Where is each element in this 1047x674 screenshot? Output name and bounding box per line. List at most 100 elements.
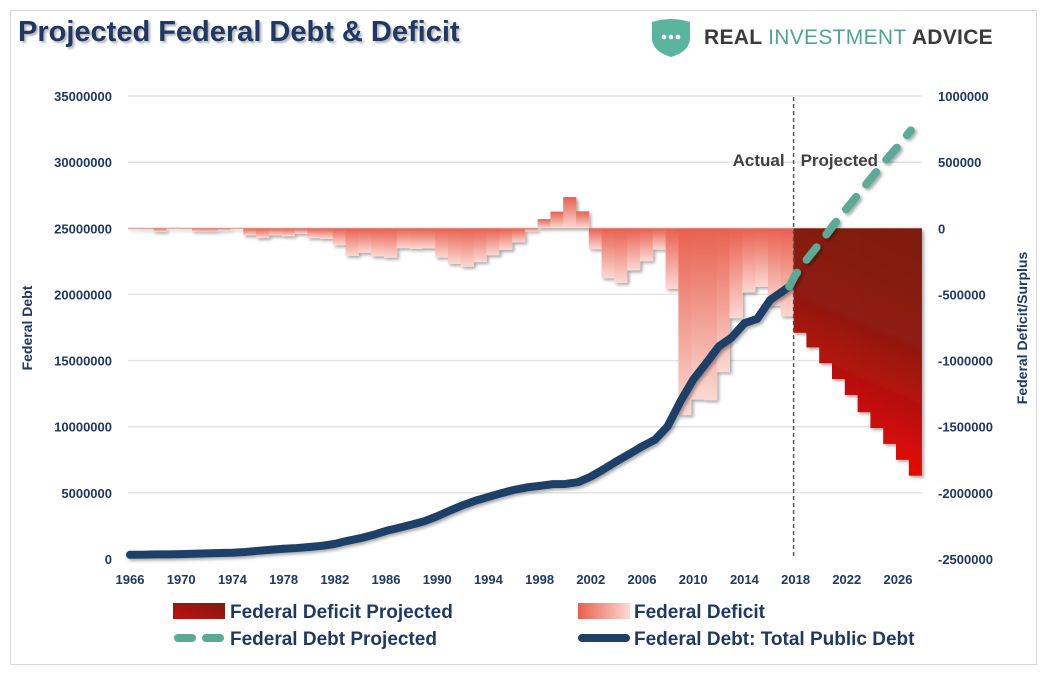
- deficit-bar: [473, 228, 487, 263]
- deficit-bar: [742, 228, 756, 293]
- x-tick-label: 1986: [372, 572, 401, 587]
- right-axis-title: Federal Deficit/Surplus: [1014, 252, 1030, 405]
- x-tick-label: 2026: [884, 572, 913, 587]
- axis-ticks: 0500000010000000150000002000000025000000…: [54, 89, 993, 587]
- left-tick-label: 35000000: [54, 89, 112, 104]
- left-tick-label: 20000000: [54, 287, 112, 302]
- deficit-bar: [640, 228, 654, 262]
- deficit-bar: [332, 228, 346, 246]
- right-tick-label: 1000000: [938, 89, 989, 104]
- deficit-bar: [140, 228, 154, 230]
- logo: REAL INVESTMENT ADVICE: [650, 18, 993, 58]
- x-tick-label: 2010: [679, 572, 708, 587]
- deficit-bar: [307, 228, 321, 239]
- deficit-bar: [179, 228, 193, 230]
- deficit-bar: [230, 228, 244, 230]
- legend-label-debt: Federal Debt: Total Public Debt: [634, 629, 915, 650]
- deficit-projected-bar: [832, 228, 846, 380]
- shield-icon: [652, 19, 690, 57]
- deficit-bar: [652, 228, 666, 250]
- x-tick-label: 1978: [269, 572, 298, 587]
- right-tick-label: -2500000: [938, 552, 993, 567]
- deficit-bars: [128, 197, 922, 476]
- left-tick-label: 5000000: [61, 486, 112, 501]
- debt-lines: [126, 126, 915, 559]
- left-tick-label: 10000000: [54, 420, 112, 435]
- deficit-projected-bar: [793, 228, 807, 333]
- deficit-bar: [384, 228, 398, 258]
- page-title: Projected Federal Debt & Deficit: [18, 16, 460, 48]
- x-tick-label: 1998: [525, 572, 554, 587]
- x-tick-label: 1982: [320, 572, 349, 587]
- deficit-bar: [448, 228, 462, 264]
- deficit-bar: [371, 228, 385, 257]
- chart-frame: [10, 10, 1037, 665]
- deficit-bar: [166, 227, 180, 229]
- deficit-bar: [576, 211, 590, 229]
- deficit-bar: [588, 228, 602, 250]
- legend-label-deficit: Federal Deficit: [634, 602, 766, 623]
- x-tick-label: 1974: [218, 572, 248, 587]
- deficit-bar: [614, 228, 628, 283]
- legend-label-debt-projected: Federal Debt Projected: [230, 629, 437, 650]
- deficit-bar: [768, 228, 782, 306]
- deficit-bar: [704, 228, 718, 401]
- deficit-projected-bar: [857, 228, 871, 413]
- deficit-bar: [128, 228, 142, 230]
- x-tick-label: 2022: [832, 572, 861, 587]
- deficit-bar: [153, 228, 167, 232]
- left-tick-label: 0: [105, 552, 112, 567]
- deficit-bar: [563, 197, 577, 229]
- deficit-bar: [627, 228, 641, 271]
- debt-line: [126, 282, 794, 559]
- deficit-projected-bar: [908, 228, 922, 476]
- deficit-bar: [358, 228, 372, 253]
- deficit-bar: [281, 228, 295, 237]
- deficit-bar: [780, 228, 794, 317]
- deficit-bar: [499, 228, 513, 250]
- x-tick-label: 1966: [116, 572, 145, 587]
- deficit-bar: [422, 228, 436, 249]
- right-tick-label: -1000000: [938, 354, 993, 369]
- deficit-bar: [243, 228, 257, 236]
- deficit-bar: [268, 228, 282, 236]
- x-tick-label: 2018: [781, 572, 810, 587]
- left-axis-title: Federal Debt: [19, 285, 35, 370]
- deficit-bar: [678, 228, 692, 416]
- deficit-bar: [460, 228, 474, 267]
- deficit-projected-bar: [870, 228, 884, 429]
- x-tick-label: 1994: [474, 572, 504, 587]
- legend: Federal Deficit Projected Federal Defici…: [173, 602, 915, 650]
- right-tick-label: -2000000: [938, 486, 993, 501]
- left-tick-label: 25000000: [54, 221, 112, 236]
- left-tick-label: 30000000: [54, 155, 112, 170]
- left-tick-label: 15000000: [54, 354, 112, 369]
- deficit-bar: [256, 228, 270, 239]
- right-tick-label: -500000: [938, 287, 986, 302]
- deficit-bar: [217, 228, 231, 231]
- right-tick-label: 0: [938, 221, 945, 236]
- deficit-bar: [294, 228, 308, 234]
- x-tick-label: 2006: [628, 572, 657, 587]
- deficit-projected-bar: [896, 228, 910, 460]
- legend-swatch-deficit-projected: [173, 603, 225, 619]
- deficit-bar: [665, 228, 679, 289]
- deficit-bar: [550, 211, 564, 229]
- deficit-bar: [601, 228, 615, 279]
- deficit-projected-bar: [819, 228, 833, 364]
- right-tick-label: 500000: [938, 155, 981, 170]
- x-tick-label: 2014: [730, 572, 760, 587]
- deficit-bar: [345, 228, 359, 256]
- deficit-bar: [755, 228, 769, 287]
- deficit-bar: [716, 228, 730, 373]
- legend-swatch-deficit: [578, 603, 630, 619]
- actual-label: Actual: [733, 151, 785, 170]
- right-tick-label: -1500000: [938, 420, 993, 435]
- x-tick-label: 1990: [423, 572, 452, 587]
- deficit-bar: [512, 228, 526, 243]
- deficit-projected-bar: [883, 228, 897, 444]
- x-tick-label: 2002: [576, 572, 605, 587]
- deficit-projected-bar: [844, 228, 858, 395]
- deficit-bar: [435, 228, 449, 258]
